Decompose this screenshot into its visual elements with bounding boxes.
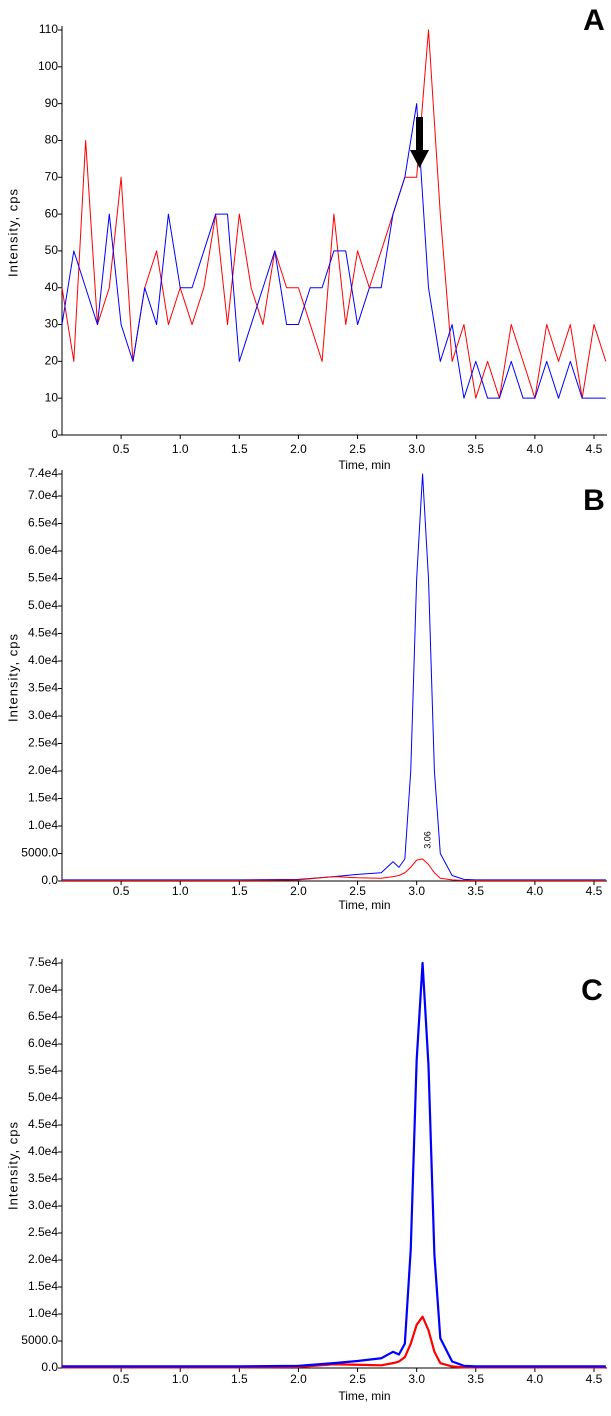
y-axis-title: Intensity, cps <box>5 188 20 277</box>
x-axis-title: Time, min <box>338 898 390 912</box>
peak-annotation: 3.06 <box>422 831 432 849</box>
y-tick-label: 2.0e4 <box>28 1252 58 1266</box>
x-tick-label: 2.5 <box>349 442 366 456</box>
x-tick-label: 4.5 <box>586 1372 603 1386</box>
x-tick-label: 1.5 <box>231 442 248 456</box>
x-tick-label: 1.0 <box>172 1372 189 1386</box>
y-tick-label: 5.5e4 <box>28 571 58 585</box>
y-tick-label: 60 <box>45 206 59 220</box>
y-tick-label: 40 <box>45 280 59 294</box>
y-tick-label: 0.0 <box>41 1360 58 1374</box>
y-tick-label: 0.0 <box>41 873 58 887</box>
y-tick-label: 1.5e4 <box>28 1279 58 1293</box>
y-tick-label: 7.4e4 <box>28 466 58 480</box>
x-tick-label: 3.0 <box>408 1372 425 1386</box>
y-tick-label: 7.0e4 <box>28 488 58 502</box>
y-tick-label: 4.0e4 <box>28 1144 58 1158</box>
y-tick-label: 70 <box>45 169 59 183</box>
x-tick-label: 2.0 <box>290 884 307 898</box>
y-tick-label: 3.5e4 <box>28 1171 58 1185</box>
data-line <box>62 858 606 881</box>
y-tick-label: 2.5e4 <box>28 736 58 750</box>
y-tick-label: 6.5e4 <box>28 516 58 530</box>
x-tick-label: 3.5 <box>467 442 484 456</box>
y-tick-label: 6.0e4 <box>28 543 58 557</box>
x-tick-label: 4.0 <box>527 1372 544 1386</box>
x-tick-label: 1.0 <box>172 442 189 456</box>
panel-label: A <box>583 4 605 37</box>
x-tick-label: 2.0 <box>290 1372 307 1386</box>
y-axis-title: Intensity, cps <box>5 633 20 722</box>
y-tick-label: 30 <box>45 317 59 331</box>
y-tick-label: 100 <box>38 59 58 73</box>
y-axis-title: Intensity, cps <box>5 1121 20 1210</box>
y-tick-label: 20 <box>45 354 59 368</box>
y-tick-label: 10 <box>45 390 59 404</box>
x-tick-label: 0.5 <box>113 1372 130 1386</box>
y-tick-label: 4.5e4 <box>28 626 58 640</box>
x-tick-label: 1.5 <box>231 884 248 898</box>
x-tick-label: 1.0 <box>172 884 189 898</box>
y-tick-label: 3.0e4 <box>28 1198 58 1212</box>
y-tick-label: 2.0e4 <box>28 763 58 777</box>
data-line <box>61 103 606 399</box>
x-axis-title: Time, min <box>338 1389 390 1403</box>
x-tick-label: 4.0 <box>527 884 544 898</box>
x-tick-label: 2.5 <box>349 1372 366 1386</box>
y-tick-label: 80 <box>45 133 59 147</box>
y-tick-label: 3.0e4 <box>28 708 58 722</box>
y-tick-label: 6.5e4 <box>28 1009 58 1023</box>
y-tick-label: 1.0e4 <box>28 1306 58 1320</box>
y-tick-label: 1.5e4 <box>28 791 58 805</box>
y-tick-label: 90 <box>45 96 59 110</box>
y-tick-label: 3.5e4 <box>28 681 58 695</box>
y-tick-label: 5000.0 <box>21 846 58 860</box>
x-tick-label: 1.5 <box>231 1372 248 1386</box>
y-tick-label: 110 <box>39 22 58 36</box>
y-tick-label: 5.0e4 <box>28 1090 58 1104</box>
x-tick-label: 4.5 <box>586 442 603 456</box>
panel-label: C <box>581 974 603 1007</box>
data-line <box>62 1315 606 1369</box>
data-line <box>62 473 606 881</box>
y-tick-label: 7.0e4 <box>28 982 58 996</box>
y-tick-label: 4.5e4 <box>28 1117 58 1131</box>
data-line <box>61 29 607 399</box>
x-tick-label: 4.0 <box>527 442 544 456</box>
y-tick-label: 5000.0 <box>21 1333 58 1347</box>
data-line <box>62 961 606 1368</box>
x-tick-label: 3.5 <box>467 884 484 898</box>
y-tick-label: 1.0e4 <box>28 818 58 832</box>
y-tick-label: 5.0e4 <box>28 598 58 612</box>
y-tick-label: 50 <box>45 243 59 257</box>
panel-label: B <box>583 484 605 517</box>
y-tick-label: 5.5e4 <box>28 1063 58 1077</box>
y-tick-label: 4.0e4 <box>28 653 58 667</box>
y-tick-label: 7.5e4 <box>28 955 58 969</box>
y-tick-label: 6.0e4 <box>28 1036 58 1050</box>
x-tick-label: 2.5 <box>349 884 366 898</box>
arrow-shaft <box>416 117 423 153</box>
x-tick-label: 3.0 <box>408 442 425 456</box>
x-tick-label: 4.5 <box>586 884 603 898</box>
arrow-head <box>410 150 429 168</box>
y-tick-label: 0 <box>51 427 58 441</box>
y-tick-label: 2.5e4 <box>28 1225 58 1239</box>
x-tick-label: 3.0 <box>408 884 425 898</box>
x-tick-label: 0.5 <box>113 884 130 898</box>
x-tick-label: 0.5 <box>113 442 130 456</box>
x-tick-label: 3.5 <box>467 1372 484 1386</box>
x-tick-label: 2.0 <box>290 442 307 456</box>
x-axis-title: Time, min <box>338 458 390 472</box>
